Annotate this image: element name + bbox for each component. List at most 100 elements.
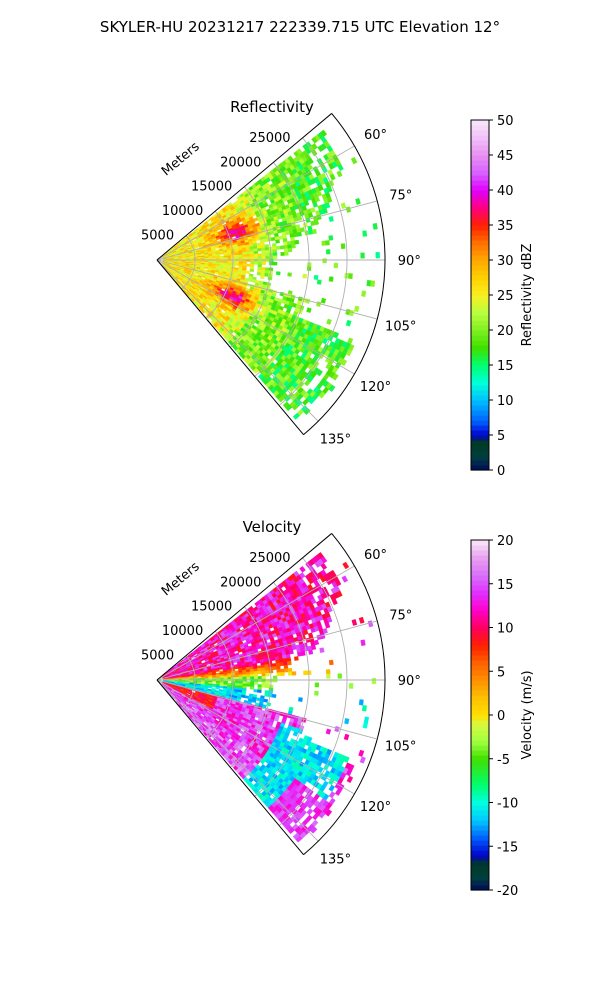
colorbar-segment [471, 145, 489, 151]
colorbar-segment [471, 400, 489, 406]
radar-gate [353, 305, 360, 313]
radar-gate [238, 672, 243, 676]
radar-gate [328, 791, 336, 799]
radar-gate [246, 251, 251, 255]
radar-gate [250, 673, 255, 677]
radar-gate [238, 681, 244, 684]
radar-gate [340, 243, 346, 249]
colorbar-segment [471, 450, 489, 456]
radar-gate [223, 257, 228, 260]
colorbar-tick-label: 0 [497, 464, 505, 479]
azimuth-tick-label: 105° [385, 319, 416, 334]
radar-gate [276, 665, 281, 670]
radar-gate [298, 697, 303, 702]
radar-gate [270, 236, 276, 242]
radar-gate [283, 664, 289, 670]
radar-gate [207, 686, 213, 689]
colorbar-segment [471, 260, 489, 266]
radar-gate [313, 274, 319, 280]
radar-gate [319, 647, 325, 653]
colorbar-segment [471, 220, 489, 226]
radar-gate [284, 251, 289, 256]
radar-gate [264, 272, 269, 277]
colorbar-segment [471, 330, 489, 336]
colorbar-segment [471, 415, 489, 421]
radar-gate [242, 254, 247, 258]
radar-gate [261, 675, 266, 680]
radar-gate [270, 656, 276, 662]
colorbar-segment [471, 180, 489, 186]
colorbar-segment [471, 385, 489, 391]
radar-gate [219, 677, 225, 680]
colorbar-segment [471, 295, 489, 301]
azimuth-tick-label: 60° [364, 128, 387, 143]
radar-gate [233, 666, 239, 670]
radar-gate [283, 244, 289, 250]
colorbar-segment [471, 390, 489, 396]
radar-gate [288, 649, 294, 655]
colorbar-segment [471, 160, 489, 166]
radar-gate [238, 254, 244, 258]
radar-gate [311, 228, 317, 235]
colorbar-label: Reflectivity dBZ [520, 244, 535, 347]
radar-gate [250, 676, 255, 680]
colorbar-tick-label: 5 [497, 429, 505, 444]
radar-gate [219, 685, 224, 689]
radar-gate [263, 238, 269, 243]
radar-gate [249, 268, 255, 273]
radar-gate [341, 575, 349, 583]
radar-gate [257, 689, 262, 694]
radar-gate [280, 668, 285, 673]
radar-gate [287, 247, 293, 253]
colorbar-segment [471, 285, 489, 291]
radar-gate [287, 272, 292, 277]
radar-gate [261, 670, 266, 674]
colorbar-segment [471, 125, 489, 131]
colorbar-tick-label: 10 [497, 394, 514, 409]
radar-gate [328, 215, 334, 222]
radar-gate [238, 252, 243, 256]
colorbar-segment [471, 175, 489, 181]
radar-gate [326, 318, 332, 325]
colorbar-segment [471, 150, 489, 156]
radar-gate [257, 261, 263, 265]
radar-gate [250, 681, 255, 685]
radar-field [160, 552, 377, 843]
radar-gate [346, 775, 354, 784]
radar-gate [253, 253, 259, 257]
radar-gate [242, 256, 247, 260]
radar-gate [253, 689, 258, 693]
radar-gate [307, 157, 314, 165]
radar-gate [271, 693, 277, 698]
colorbar-segment [471, 310, 489, 316]
figure-title: SKYLER-HU 20231217 222339.715 UTC Elevat… [100, 18, 500, 36]
radar-gate [265, 678, 270, 683]
radar-gate [257, 667, 262, 672]
colorbar-tick-label: 50 [497, 114, 514, 129]
colorbar-segment [471, 135, 489, 141]
radar-gate [263, 698, 269, 703]
colorbar-segment [471, 250, 489, 256]
radar-gate [336, 170, 343, 178]
radar-gate [287, 244, 293, 249]
radar-gate [264, 667, 270, 671]
radar-gate [286, 240, 292, 246]
radar-gate [306, 307, 312, 313]
radar-gate [265, 669, 270, 674]
colorbar-segment [471, 350, 489, 356]
colorbar-segment [471, 445, 489, 451]
radar-gate [345, 319, 352, 327]
radar-gate [299, 227, 305, 233]
colorbar-segment [471, 205, 489, 211]
colorbar-segment [471, 375, 489, 381]
radar-gate [280, 671, 285, 676]
radar-gate [253, 256, 259, 260]
radar-gate [265, 258, 270, 263]
radar-gate [320, 297, 327, 304]
colorbar-segment [471, 455, 489, 461]
colorbar-segment [471, 120, 489, 126]
radar-gate [325, 669, 331, 675]
colorbar-tick-label: 20 [497, 324, 514, 339]
colorbar-segment [471, 275, 489, 281]
radar-gate [293, 656, 299, 661]
